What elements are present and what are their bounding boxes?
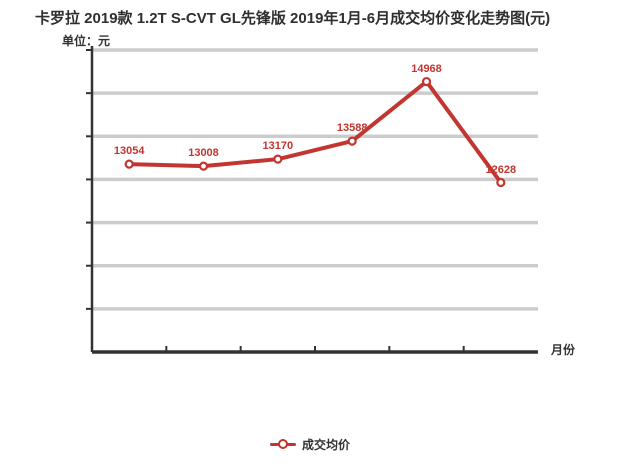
data-point-label: 14968 [411,62,442,75]
data-point-marker[interactable] [273,154,283,164]
data-point-label: 13170 [262,140,294,153]
data-point-marker[interactable] [496,177,506,188]
series-line [129,79,503,184]
legend-item-series[interactable]: 成交均价 [269,436,350,453]
data-point-marker[interactable] [198,161,209,171]
data-point-label: 13054 [113,145,145,158]
data-point-marker[interactable] [421,76,432,87]
line-chart-plot [86,46,538,354]
y-axis-unit-label: 单位：元 [62,34,111,48]
data-point-label: 13588 [336,122,368,135]
data-point-label: 12628 [485,163,517,176]
chart-legend: 成交均价 [0,433,620,455]
data-point-marker[interactable] [124,159,134,169]
legend-label: 成交均价 [301,437,350,452]
line-marker-legend-icon [269,439,296,449]
data-point-label: 13008 [188,147,219,160]
data-point-marker[interactable] [347,136,357,146]
chart-title: 卡罗拉 2019款 1.2T S-CVT GL先锋版 2019年1月-6月成交均… [35,10,551,27]
x-axis-name: 月份 [551,343,576,357]
